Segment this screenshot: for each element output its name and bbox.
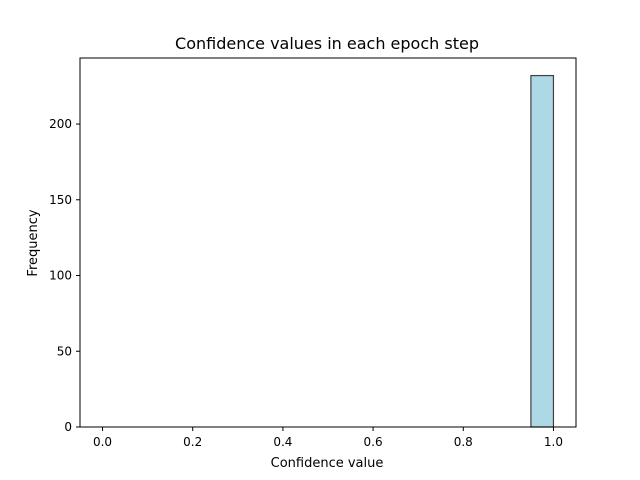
histogram-bar	[530, 74, 555, 428]
y-axis-label: Frequency	[26, 209, 41, 276]
x-tick-label: 0.4	[273, 435, 292, 449]
bars-group	[530, 74, 555, 428]
x-tick-label: 0.2	[183, 435, 202, 449]
x-tick-label: 0.0	[93, 435, 112, 449]
y-tick-label: 200	[49, 117, 72, 131]
axes-frame	[79, 57, 577, 428]
x-axis-label: Confidence value	[271, 456, 384, 471]
y-tick-label: 0	[64, 420, 72, 434]
chart-title: Confidence values in each epoch step	[175, 34, 479, 53]
x-axis-ticks: 0.0 0.2 0.4 0.6 0.8 1.0	[93, 427, 563, 449]
y-axis-ticks: 0 50 100 150 200	[49, 117, 80, 434]
x-tick-label: 1.0	[544, 435, 563, 449]
y-tick-label: 50	[57, 344, 72, 358]
y-tick-label: 150	[49, 193, 72, 207]
x-tick-label: 0.6	[364, 435, 383, 449]
y-tick-label: 100	[49, 269, 72, 283]
x-tick-label: 0.8	[454, 435, 473, 449]
